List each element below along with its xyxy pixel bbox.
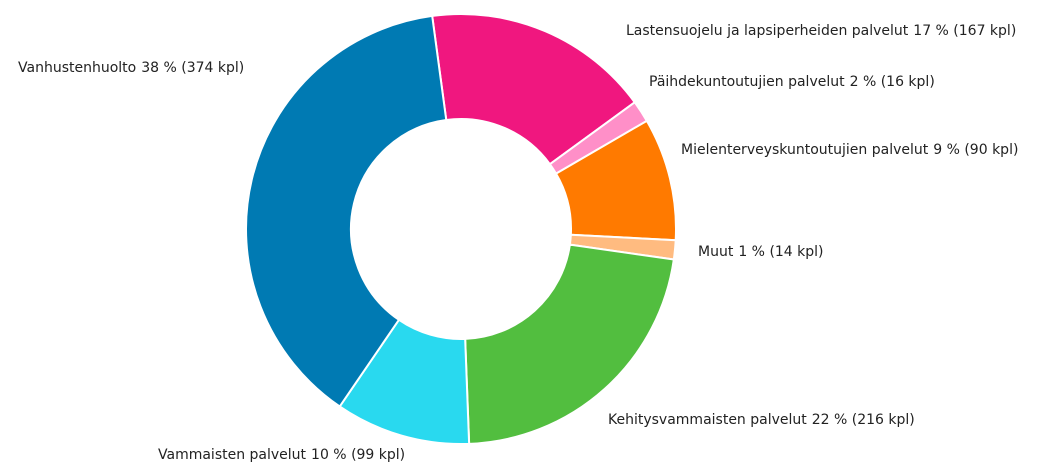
slice-label: Mielenterveyskuntoutujien palvelut 9 % (9…	[681, 142, 1018, 158]
slice-name: Vammaisten palvelut	[158, 447, 307, 463]
slice-value: 10 % (99 kpl)	[311, 447, 405, 463]
slice-value: 17 % (167 kpl)	[913, 23, 1016, 39]
slice-value: 22 % (216 kpl)	[812, 412, 915, 428]
slice-name: Lastensuojelu ja lapsiperheiden palvelut	[626, 23, 909, 39]
slice-value: 1 % (14 kpl)	[738, 244, 823, 260]
slice-label: Kehitysvammaisten palvelut 22 % (216 kpl)	[608, 412, 915, 428]
slice-label: Päihdekuntoutujien palvelut 2 % (16 kpl)	[649, 74, 935, 90]
slice-name: Kehitysvammaisten palvelut	[608, 412, 807, 428]
slice-value: 2 % (16 kpl)	[850, 74, 935, 90]
slice-name: Mielenterveyskuntoutujien palvelut	[681, 142, 929, 158]
slice-label: Vanhustenhuolto 38 % (374 kpl)	[18, 60, 244, 76]
slice-name: Muut	[698, 244, 734, 260]
slice-name: Vanhustenhuolto	[18, 60, 136, 76]
donut-slice	[464, 243, 675, 445]
slice-value: 9 % (90 kpl)	[933, 142, 1018, 158]
slice-name: Päihdekuntoutujien palvelut	[649, 74, 845, 90]
donut-slice	[431, 13, 637, 166]
slice-label: Lastensuojelu ja lapsiperheiden palvelut…	[626, 23, 1016, 39]
slice-label: Muut 1 % (14 kpl)	[698, 244, 824, 260]
slice-label: Vammaisten palvelut 10 % (99 kpl)	[158, 447, 405, 463]
donut-slice	[245, 14, 448, 408]
slice-value: 38 % (374 kpl)	[141, 60, 244, 76]
